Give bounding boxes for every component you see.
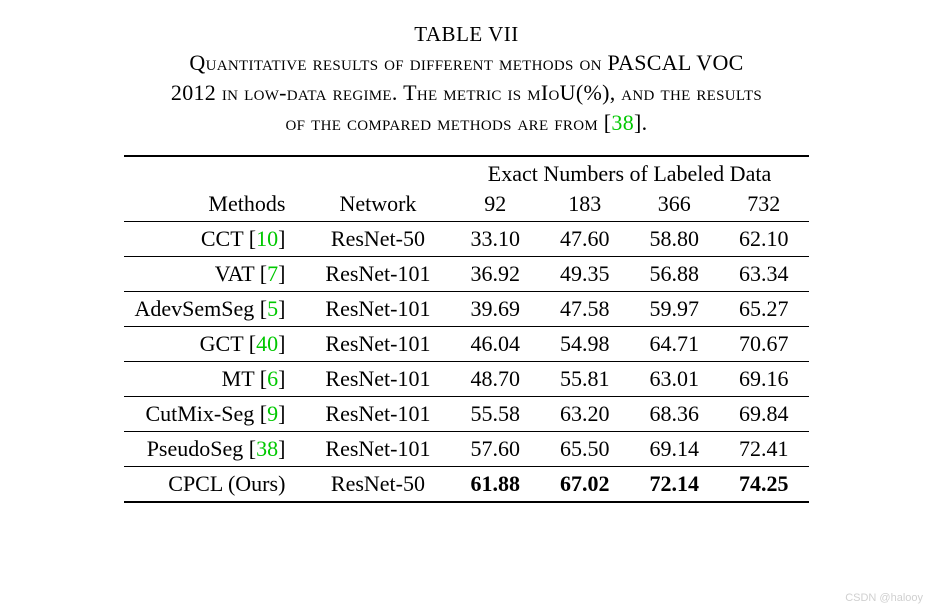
method-cell: CutMix-Seg [9] [124,397,305,432]
method-name: AdevSemSeg [ [134,296,267,321]
citation: 38 [256,436,278,461]
value-cell: 54.98 [540,327,630,362]
citation: 9 [267,401,278,426]
caption-line-2: 2012 in low-data regime. The metric is m… [30,78,903,108]
table-row: MT [6]ResNet-10148.7055.8163.0169.16 [124,362,808,397]
table-row: GCT [40]ResNet-10146.0454.9864.7170.67 [124,327,808,362]
header-network: Network [305,187,450,222]
citation: 40 [256,331,278,356]
value-cell: 33.10 [451,222,541,257]
citation: 5 [267,296,278,321]
table-row: AdevSemSeg [5]ResNet-10139.6947.5859.976… [124,292,808,327]
caption-cite: 38 [611,110,634,135]
network-cell: ResNet-101 [305,257,450,292]
method-name: GCT [ [200,331,256,356]
ours-v366: 72.14 [630,467,720,503]
value-cell: 69.16 [719,362,809,397]
header-92: 92 [451,187,541,222]
value-cell: 47.60 [540,222,630,257]
value-cell: 48.70 [451,362,541,397]
value-cell: 70.67 [719,327,809,362]
ours-v92: 61.88 [451,467,541,503]
value-cell: 69.84 [719,397,809,432]
value-cell: 63.20 [540,397,630,432]
table-number: TABLE VII [30,20,903,48]
value-cell: 68.36 [630,397,720,432]
value-cell: 58.80 [630,222,720,257]
method-cell: AdevSemSeg [5] [124,292,305,327]
method-name: PseudoSeg [ [147,436,256,461]
citation: 7 [267,261,278,286]
ours-v183: 67.02 [540,467,630,503]
ours-network: ResNet-50 [305,467,450,503]
ours-v732: 74.25 [719,467,809,503]
method-name: MT [ [222,366,267,391]
header-732: 732 [719,187,809,222]
value-cell: 65.50 [540,432,630,467]
method-name: VAT [ [215,261,267,286]
method-cell: CCT [10] [124,222,305,257]
header-183: 183 [540,187,630,222]
table-row: CutMix-Seg [9]ResNet-10155.5863.2068.366… [124,397,808,432]
value-cell: 49.35 [540,257,630,292]
value-cell: 55.81 [540,362,630,397]
method-name: CutMix-Seg [ [145,401,267,426]
value-cell: 39.69 [451,292,541,327]
table-caption: TABLE VII Quantitative results of differ… [30,20,903,137]
spanner-row: Exact Numbers of Labeled Data [124,156,808,187]
network-cell: ResNet-101 [305,362,450,397]
value-cell: 59.97 [630,292,720,327]
method-cell: GCT [40] [124,327,305,362]
value-cell: 55.58 [451,397,541,432]
table-row: VAT [7]ResNet-10136.9249.3556.8863.34 [124,257,808,292]
network-cell: ResNet-101 [305,397,450,432]
network-cell: ResNet-101 [305,292,450,327]
header-366: 366 [630,187,720,222]
results-table: Exact Numbers of Labeled Data Methods Ne… [124,155,808,503]
header-methods: Methods [124,187,305,222]
caption-line-3b: ]. [634,110,647,135]
ours-row: CPCL (Ours) ResNet-50 61.88 67.02 72.14 … [124,467,808,503]
value-cell: 65.27 [719,292,809,327]
value-cell: 46.04 [451,327,541,362]
value-cell: 63.01 [630,362,720,397]
method-cell: VAT [7] [124,257,305,292]
caption-line-3a: of the compared methods are from [ [286,110,612,135]
value-cell: 57.60 [451,432,541,467]
value-cell: 62.10 [719,222,809,257]
value-cell: 69.14 [630,432,720,467]
watermark: CSDN @halooy [845,592,923,604]
network-cell: ResNet-101 [305,432,450,467]
value-cell: 56.88 [630,257,720,292]
network-cell: ResNet-50 [305,222,450,257]
caption-line-1: Quantitative results of different method… [30,48,903,78]
network-cell: ResNet-101 [305,327,450,362]
table-row: PseudoSeg [38]ResNet-10157.6065.5069.147… [124,432,808,467]
value-cell: 63.34 [719,257,809,292]
header-row: Methods Network 92 183 366 732 [124,187,808,222]
table-row: CCT [10]ResNet-5033.1047.6058.8062.10 [124,222,808,257]
method-name: CCT [ [201,226,256,251]
citation: 10 [256,226,278,251]
method-cell: MT [6] [124,362,305,397]
value-cell: 36.92 [451,257,541,292]
column-spanner: Exact Numbers of Labeled Data [451,156,809,187]
ours-method: CPCL (Ours) [124,467,305,503]
caption-line-3: of the compared methods are from [38]. [30,108,903,138]
method-cell: PseudoSeg [38] [124,432,305,467]
value-cell: 64.71 [630,327,720,362]
value-cell: 47.58 [540,292,630,327]
value-cell: 72.41 [719,432,809,467]
citation: 6 [267,366,278,391]
